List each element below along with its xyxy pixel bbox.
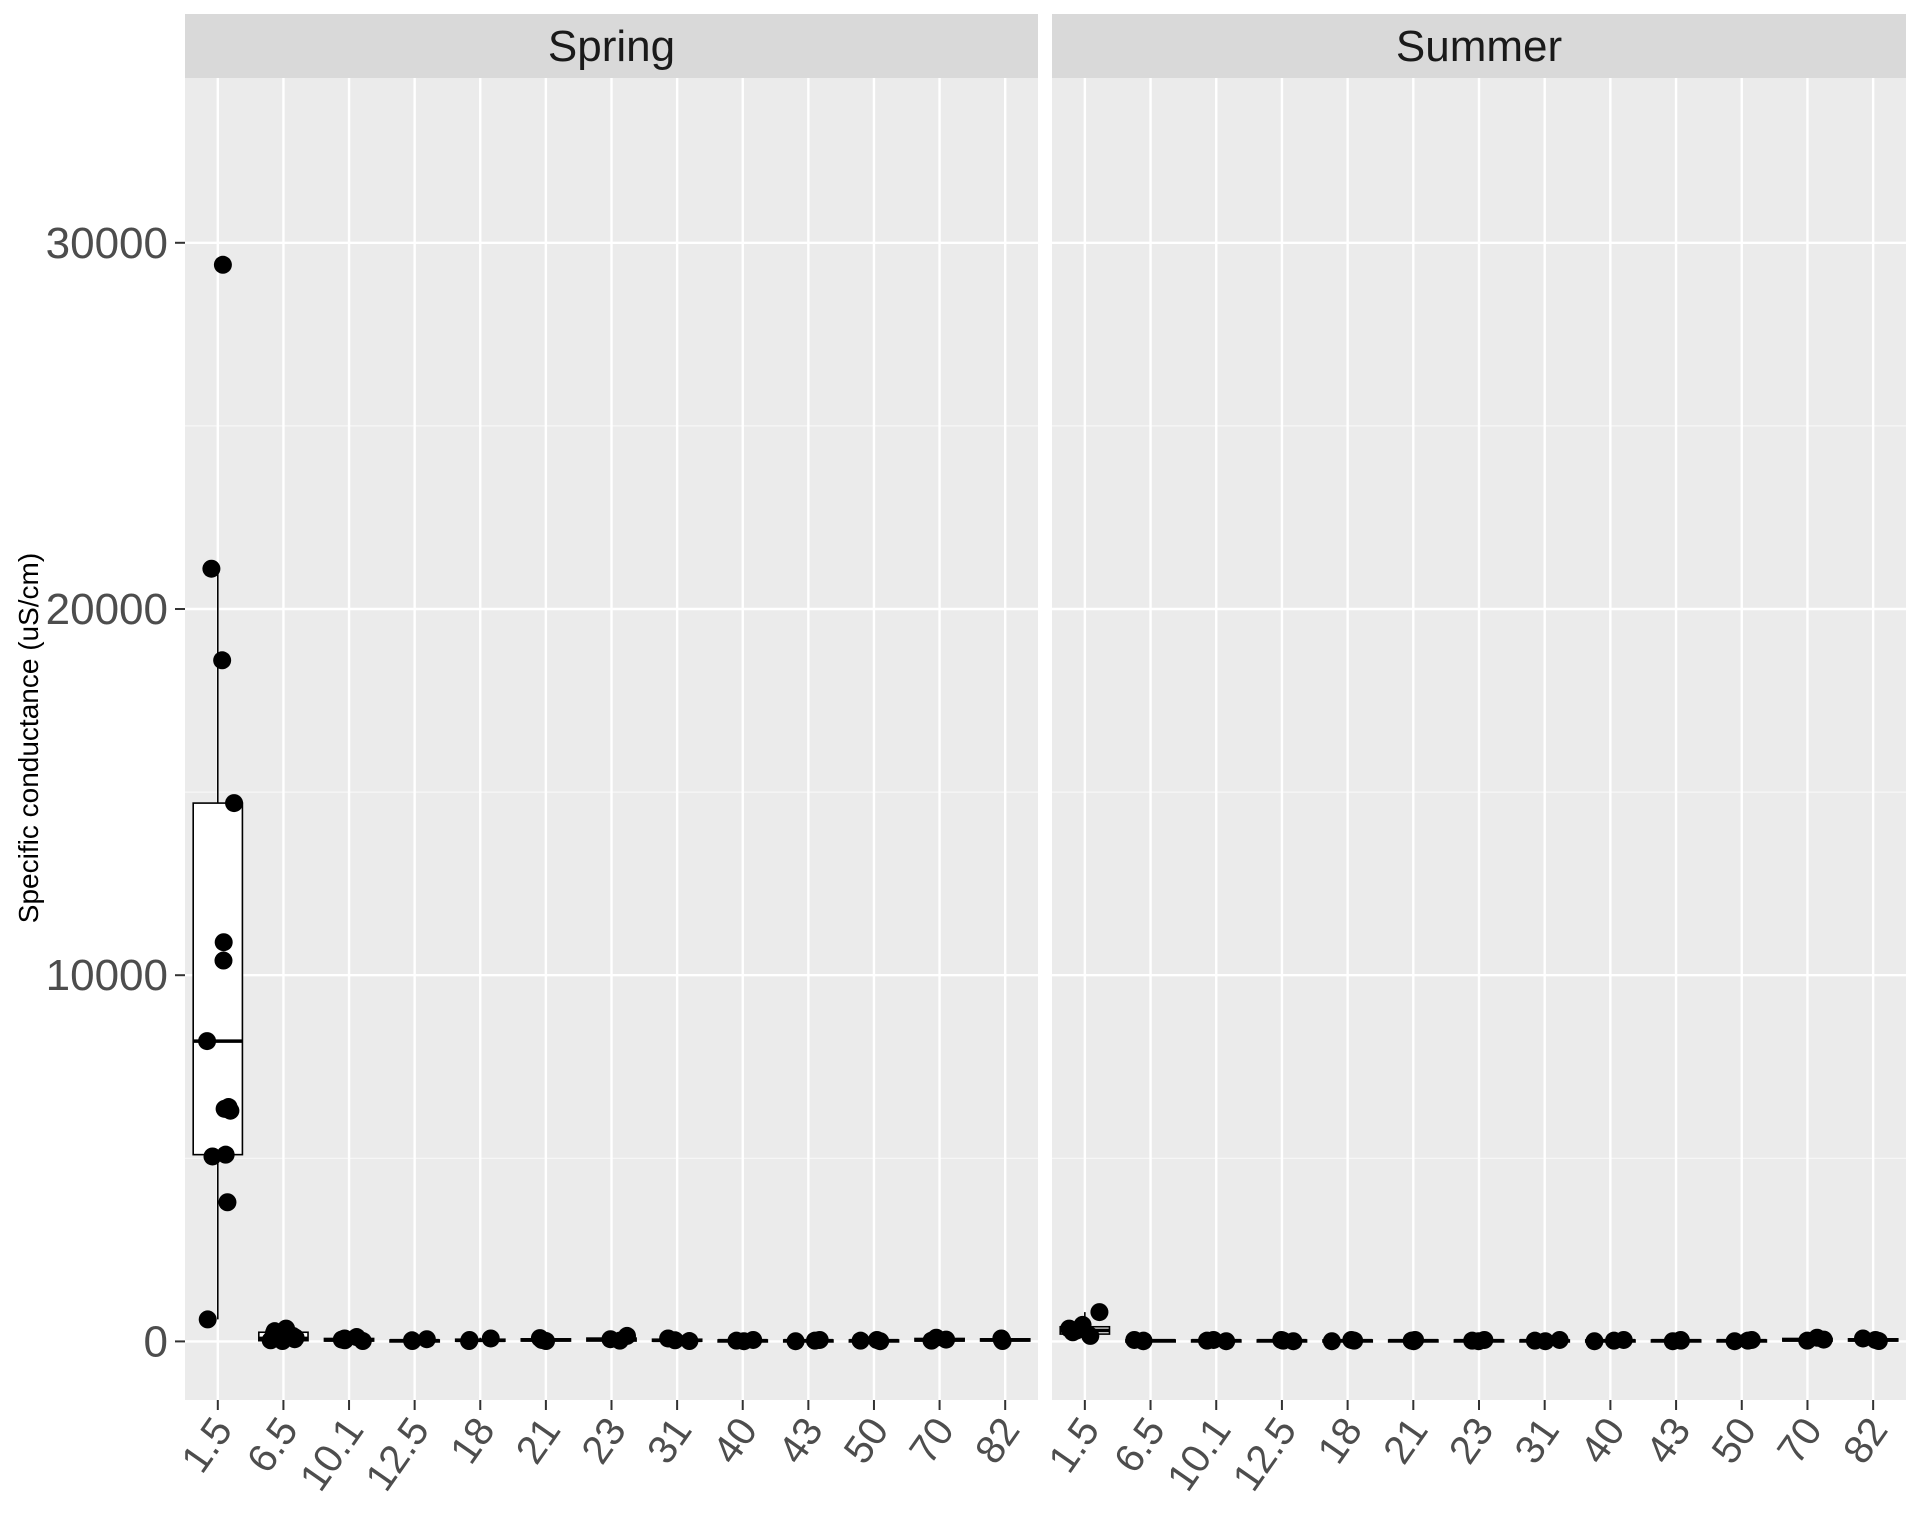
- data-point: [335, 1331, 354, 1350]
- data-point: [1536, 1332, 1555, 1351]
- data-point: [202, 559, 221, 578]
- x-tick-label: 10.1: [292, 1410, 373, 1499]
- data-point: [1738, 1331, 1757, 1350]
- facet-strip: [185, 14, 1038, 78]
- facet-strip: [1052, 14, 1906, 78]
- data-point: [1345, 1331, 1364, 1350]
- data-point: [218, 1193, 237, 1212]
- box-iqr: [192, 802, 244, 1156]
- data-point: [198, 1310, 217, 1329]
- facet-strip-label: Summer: [1396, 22, 1562, 71]
- x-tick-label: 1.5: [1040, 1410, 1108, 1481]
- data-point: [213, 255, 232, 274]
- data-point: [225, 794, 244, 813]
- x-tick-label: 82: [1835, 1410, 1897, 1472]
- y-tick-label: 0: [144, 1317, 168, 1366]
- data-point: [805, 1331, 824, 1350]
- data-point: [1869, 1332, 1888, 1351]
- data-point: [1550, 1330, 1569, 1349]
- data-point: [460, 1332, 479, 1351]
- data-point: [666, 1331, 685, 1350]
- x-tick-label: 50: [1704, 1410, 1766, 1472]
- data-point: [1404, 1332, 1423, 1351]
- data-point: [216, 1145, 235, 1164]
- data-point: [734, 1332, 753, 1351]
- x-tick-label: 31: [1506, 1410, 1568, 1472]
- data-point: [851, 1331, 870, 1350]
- data-point: [1063, 1323, 1082, 1342]
- y-tick-label: 30000: [46, 219, 168, 268]
- x-tick-label: 12.5: [1225, 1410, 1306, 1499]
- x-tick-label: 21: [508, 1410, 570, 1472]
- x-tick-label: 43: [1638, 1410, 1700, 1472]
- x-tick-label: 43: [770, 1410, 832, 1472]
- data-point: [1469, 1332, 1488, 1351]
- data-point: [1604, 1331, 1623, 1350]
- data-point: [198, 1032, 217, 1051]
- data-point: [353, 1332, 372, 1351]
- x-tick-label: 23: [1441, 1410, 1503, 1472]
- x-tick-label: 1.5: [173, 1410, 241, 1481]
- data-point: [203, 1147, 222, 1166]
- data-point: [1814, 1330, 1833, 1349]
- y-tick-label: 20000: [46, 585, 168, 634]
- data-point: [1197, 1331, 1216, 1350]
- x-tick-label: 82: [967, 1410, 1029, 1472]
- y-axis-title: Specific conductance (uS/cm): [13, 553, 44, 923]
- x-tick-label: 21: [1375, 1410, 1437, 1472]
- data-point: [417, 1330, 436, 1349]
- data-point: [219, 1098, 238, 1117]
- data-point: [680, 1332, 699, 1351]
- data-point: [922, 1331, 941, 1350]
- data-point: [213, 651, 232, 670]
- x-tick-label: 31: [639, 1410, 701, 1472]
- data-point: [1322, 1332, 1341, 1351]
- data-point: [871, 1332, 890, 1351]
- x-tick-label: 18: [442, 1410, 504, 1472]
- data-point: [1090, 1303, 1109, 1322]
- data-point: [214, 951, 233, 970]
- data-point: [1798, 1331, 1817, 1350]
- data-point: [214, 933, 233, 952]
- x-tick-label: 18: [1309, 1410, 1371, 1472]
- x-tick-label: 70: [1769, 1410, 1831, 1472]
- data-point: [937, 1330, 956, 1349]
- data-point: [481, 1329, 500, 1348]
- data-point: [403, 1332, 422, 1351]
- data-point: [993, 1332, 1012, 1351]
- x-tick-label: 23: [573, 1410, 635, 1472]
- x-tick-label: 50: [836, 1410, 898, 1472]
- data-point: [610, 1331, 629, 1350]
- data-point: [537, 1332, 556, 1351]
- x-tick-label: 12.5: [357, 1410, 438, 1499]
- data-point: [1585, 1332, 1604, 1351]
- data-point: [786, 1332, 805, 1351]
- data-point: [1725, 1332, 1744, 1351]
- data-point: [1284, 1332, 1303, 1351]
- data-point: [1081, 1326, 1100, 1345]
- data-point: [273, 1332, 292, 1351]
- x-tick-label: 40: [1572, 1410, 1634, 1472]
- y-tick-label: 10000: [46, 951, 168, 1000]
- data-point: [1663, 1332, 1682, 1351]
- x-tick-label: 70: [901, 1410, 963, 1472]
- data-point: [1217, 1332, 1236, 1351]
- x-tick-label: 40: [705, 1410, 767, 1472]
- x-tick-label: 10.1: [1159, 1410, 1240, 1499]
- data-point: [1134, 1332, 1153, 1351]
- facet-strip-label: Spring: [548, 22, 675, 71]
